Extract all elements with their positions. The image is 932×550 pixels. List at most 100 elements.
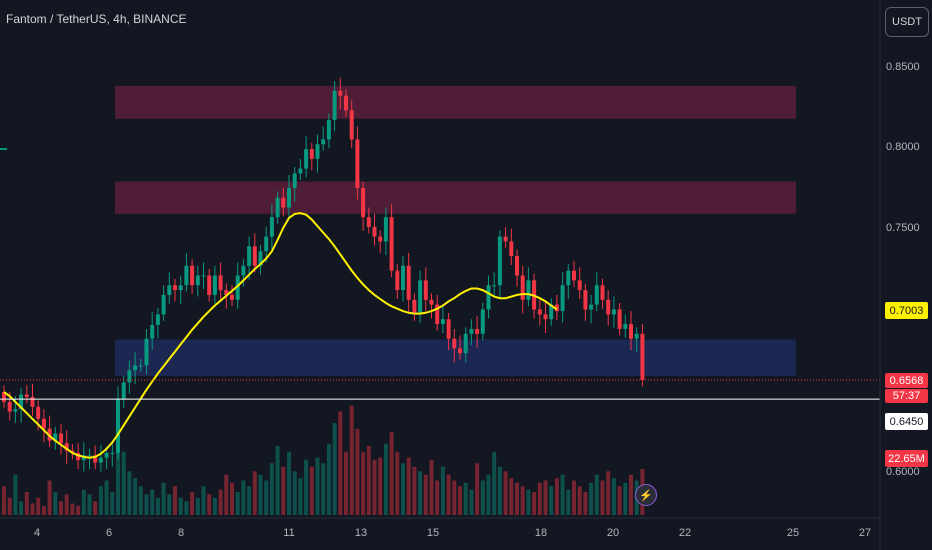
candle-body — [509, 241, 514, 257]
volume-bar — [600, 480, 605, 515]
volume-bar — [184, 501, 189, 515]
volume-bar — [463, 482, 468, 515]
volume-bar — [64, 494, 69, 515]
ma-price-label: 0.7003 — [885, 302, 928, 319]
volume-bar — [566, 489, 571, 515]
volume-bar — [275, 446, 280, 515]
volume-bar — [110, 492, 115, 515]
volume-bar — [98, 486, 103, 515]
volume-bar — [104, 480, 109, 515]
candle-body — [98, 457, 103, 463]
candle-body — [53, 433, 58, 441]
volume-bar — [144, 494, 149, 515]
candle-body — [480, 309, 485, 334]
time-tick: 8 — [177, 527, 185, 539]
candles — [2, 77, 645, 472]
candle-body — [566, 270, 571, 286]
supply-upper-zone — [115, 85, 796, 119]
candle-body — [178, 285, 183, 291]
volume-bar — [515, 482, 519, 515]
candle-body — [104, 452, 109, 458]
candle-body — [549, 304, 554, 320]
candle-body — [372, 226, 377, 237]
volume-bar — [13, 474, 18, 515]
volume-bar — [332, 423, 337, 515]
price-tick: 0.7500 — [886, 222, 920, 234]
volume-bar — [560, 474, 565, 515]
candle-body — [554, 304, 559, 312]
volume-bar — [224, 474, 229, 515]
lightning-icon[interactable]: ⚡ — [635, 484, 657, 506]
candle-body — [634, 333, 639, 339]
volume-bar — [235, 492, 240, 515]
volume-bar — [549, 486, 554, 515]
candle-body — [116, 399, 120, 453]
volume-bar — [406, 457, 411, 515]
candle-body — [606, 299, 611, 315]
candle-body — [389, 217, 394, 271]
candle-body — [492, 285, 497, 287]
time-tick: 4 — [33, 527, 41, 539]
candle-body — [264, 236, 269, 252]
candle-body — [212, 275, 217, 295]
volume-bar — [178, 497, 183, 515]
left-edge-marker — [0, 148, 7, 150]
volume-bar — [554, 478, 559, 515]
candle-body — [361, 188, 366, 218]
volume-bar — [298, 478, 303, 515]
candle-body — [629, 324, 633, 339]
volume-bar — [326, 443, 331, 515]
volume-bar — [480, 480, 485, 515]
volume-bar — [195, 497, 200, 515]
volume-bar — [429, 459, 434, 515]
candle-body — [298, 168, 303, 174]
candle-body — [446, 319, 451, 339]
volume-bar — [401, 463, 405, 515]
candle-body — [640, 333, 645, 380]
volume-bar — [629, 474, 633, 515]
candle-body — [440, 319, 445, 325]
volume-bar — [497, 466, 502, 515]
candle-body — [24, 394, 29, 397]
volume-bar — [218, 489, 223, 515]
candle-body — [321, 139, 326, 145]
candle-body — [207, 275, 212, 295]
candle-body — [190, 265, 195, 286]
candle-body — [173, 285, 177, 291]
candle-body — [304, 149, 309, 169]
candle-body — [338, 90, 343, 96]
volume-bar — [458, 486, 462, 515]
volume-bar — [617, 486, 622, 515]
volume-bar — [486, 474, 491, 515]
candle-body — [133, 365, 138, 371]
candle-body — [195, 275, 200, 286]
volume-bar — [304, 459, 309, 515]
symbol-title: Fantom / TetherUS, 4h, BINANCE — [6, 12, 187, 26]
candle-body — [452, 338, 457, 349]
candle-body — [326, 119, 331, 140]
candle-body — [503, 236, 508, 242]
volume-bar — [423, 474, 428, 515]
volume-bar — [87, 494, 92, 515]
candle-body — [349, 110, 354, 140]
candle-body — [13, 409, 18, 412]
candle-body — [309, 149, 314, 159]
candle-body — [406, 265, 411, 300]
volume-bar — [173, 486, 177, 515]
candle-body — [218, 275, 223, 291]
volume-bar — [161, 482, 166, 515]
volume-bar — [509, 478, 514, 515]
time-tick: 15 — [426, 527, 440, 539]
currency-button[interactable]: USDT — [885, 7, 929, 37]
horizontal-line-label: 0.6450 — [885, 413, 928, 430]
candle-body — [332, 90, 337, 120]
price-tick: 0.6000 — [886, 466, 920, 478]
volume-bar — [383, 443, 388, 515]
volume-bar — [583, 492, 588, 515]
volume-bar — [537, 482, 542, 515]
candle-body — [41, 418, 46, 429]
volume-bar — [577, 486, 582, 515]
zone-layer — [115, 85, 796, 376]
candle-body — [572, 270, 576, 281]
